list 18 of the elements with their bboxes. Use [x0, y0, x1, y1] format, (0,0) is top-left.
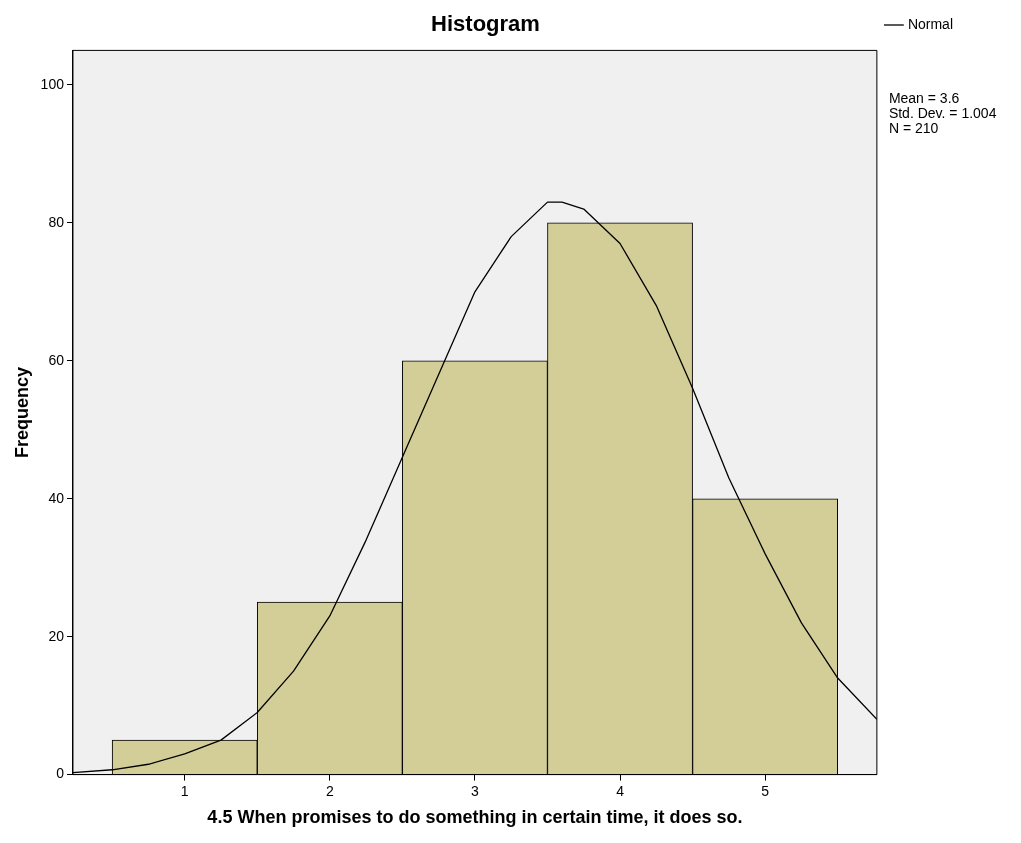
y-tick-label: 40 [48, 489, 65, 506]
y-tick-label: 60 [48, 351, 65, 368]
y-tick-label: 0 [56, 765, 65, 782]
y-tick-label: 20 [48, 627, 65, 644]
x-axis-title: 4.5 When promises to do something in certain time, it does so. [207, 807, 743, 828]
text: Mean = 3.6 [888, 90, 960, 107]
text: N = 210 [888, 120, 939, 137]
y-axis-title: Frequency [11, 366, 32, 459]
x-tick-label: 1 [180, 782, 189, 799]
x-tick-label: 4 [616, 782, 625, 799]
x-tick-label: 3 [471, 782, 480, 799]
text: Std. Dev. = 1.004 [888, 105, 997, 122]
y-tick-label: 100 [40, 75, 65, 92]
chart-title: Histogram [431, 11, 540, 37]
y-tick-label: 80 [48, 213, 65, 230]
x-tick-label: 2 [325, 782, 334, 799]
x-tick-label: 5 [761, 782, 770, 799]
legend-label: Normal [907, 15, 954, 32]
